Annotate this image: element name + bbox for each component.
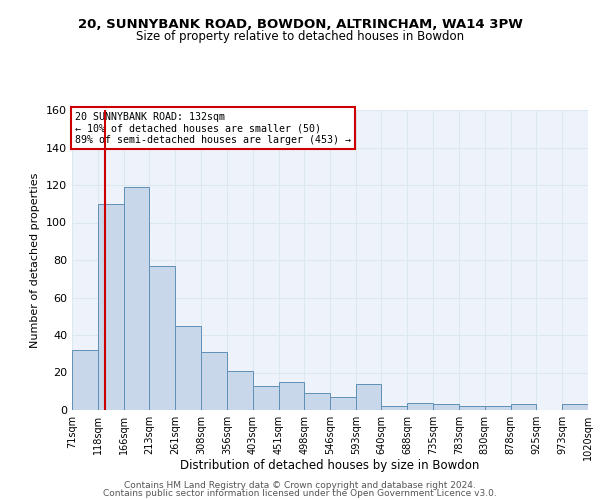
Bar	[278, 382, 304, 410]
Bar	[98, 204, 124, 410]
Text: Distribution of detached houses by size in Bowdon: Distribution of detached houses by size …	[181, 458, 479, 471]
Bar	[72, 350, 98, 410]
Text: Contains public sector information licensed under the Open Government Licence v3: Contains public sector information licen…	[103, 490, 497, 498]
Bar	[485, 406, 511, 410]
Bar	[253, 386, 278, 410]
Text: 20, SUNNYBANK ROAD, BOWDON, ALTRINCHAM, WA14 3PW: 20, SUNNYBANK ROAD, BOWDON, ALTRINCHAM, …	[77, 18, 523, 30]
Bar	[459, 406, 485, 410]
Text: Size of property relative to detached houses in Bowdon: Size of property relative to detached ho…	[136, 30, 464, 43]
Bar	[433, 404, 459, 410]
Bar	[304, 393, 330, 410]
Text: Contains HM Land Registry data © Crown copyright and database right 2024.: Contains HM Land Registry data © Crown c…	[124, 480, 476, 490]
Bar	[124, 187, 149, 410]
Y-axis label: Number of detached properties: Number of detached properties	[31, 172, 40, 348]
Bar	[175, 326, 201, 410]
Text: 20 SUNNYBANK ROAD: 132sqm
← 10% of detached houses are smaller (50)
89% of semi-: 20 SUNNYBANK ROAD: 132sqm ← 10% of detac…	[74, 112, 350, 144]
Bar	[201, 352, 227, 410]
Bar	[407, 402, 433, 410]
Bar	[382, 406, 407, 410]
Bar	[227, 370, 253, 410]
Bar	[511, 404, 536, 410]
Bar	[356, 384, 382, 410]
Bar	[149, 266, 175, 410]
Bar	[330, 397, 356, 410]
Bar	[562, 404, 588, 410]
